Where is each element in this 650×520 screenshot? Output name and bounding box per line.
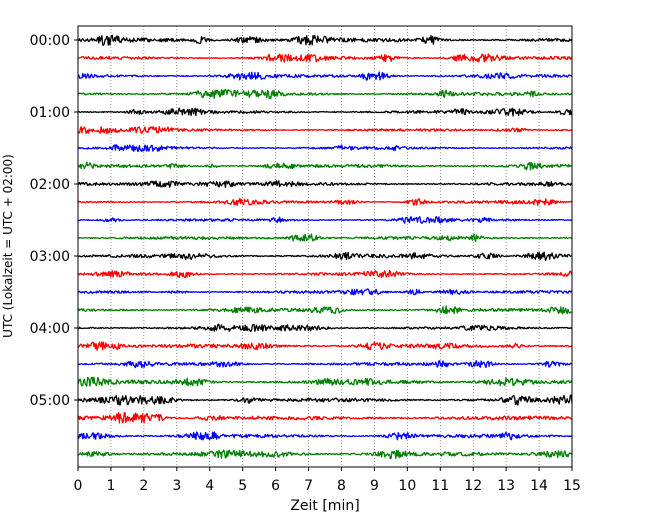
x-tick-label-15: 15	[563, 478, 581, 494]
trace-0215	[77, 197, 573, 206]
y-axis-label: UTC (Lokalzeit = UTC + 02:00)	[1, 154, 15, 338]
x-axis-label: Zeit [min]	[290, 498, 359, 514]
trace-0400	[77, 323, 573, 333]
trace-0515	[77, 412, 573, 424]
trace-0045	[77, 88, 573, 100]
x-tick-label-1: 1	[106, 478, 115, 494]
y-tick-label-00:00: 00:00	[30, 33, 70, 49]
x-tick-label-7: 7	[304, 478, 313, 494]
trace-0530	[77, 431, 573, 441]
y-tick-label-01:00: 01:00	[30, 105, 70, 121]
trace-0445	[77, 376, 573, 387]
trace-0030	[77, 71, 573, 81]
x-tick-label-14: 14	[530, 478, 548, 494]
x-tick-label-6: 6	[271, 478, 280, 494]
y-axis-ticks: 00:00 01:00 02:00 03:00 04:00 05:00	[30, 33, 78, 409]
trace-0500	[77, 394, 573, 406]
x-axis-ticks: 0 1 2 3 4 5 6 7 8 9 10 11 12 13 14 15	[74, 467, 581, 494]
trace-0330	[77, 288, 573, 296]
x-tick-label-12: 12	[464, 478, 482, 494]
trace-0015	[77, 53, 573, 63]
x-tick-label-4: 4	[205, 478, 214, 494]
y-tick-label-03:00: 03:00	[30, 249, 70, 265]
trace-0345	[77, 305, 573, 315]
x-tick-label-3: 3	[172, 478, 181, 494]
y-tick-label-02:00: 02:00	[30, 177, 70, 193]
trace-0115	[77, 126, 573, 135]
x-tick-label-10: 10	[398, 478, 416, 494]
x-tick-label-13: 13	[497, 478, 515, 494]
x-tick-label-5: 5	[238, 478, 247, 494]
trace-0230	[77, 216, 573, 224]
plot-frame	[77, 25, 573, 468]
x-tick-label-11: 11	[431, 478, 449, 494]
x-tick-label-9: 9	[370, 478, 379, 494]
x-tick-label-0: 0	[74, 478, 83, 494]
x-tick-label-8: 8	[337, 478, 346, 494]
trace-0415	[77, 341, 573, 351]
trace-0130	[77, 144, 573, 152]
trace-0245	[77, 233, 573, 243]
y-tick-label-05:00: 05:00	[30, 393, 70, 409]
trace-0200	[77, 180, 573, 188]
trace-0000	[77, 34, 573, 46]
trace-rows	[77, 34, 573, 460]
x-tick-label-2: 2	[139, 478, 148, 494]
trace-0300	[77, 251, 573, 261]
y-tick-label-04:00: 04:00	[30, 321, 70, 337]
trace-0315	[77, 269, 573, 279]
trace-0430	[77, 360, 573, 369]
trace-0545	[77, 449, 573, 460]
trace-0100	[77, 107, 573, 117]
trace-0145	[77, 161, 573, 171]
